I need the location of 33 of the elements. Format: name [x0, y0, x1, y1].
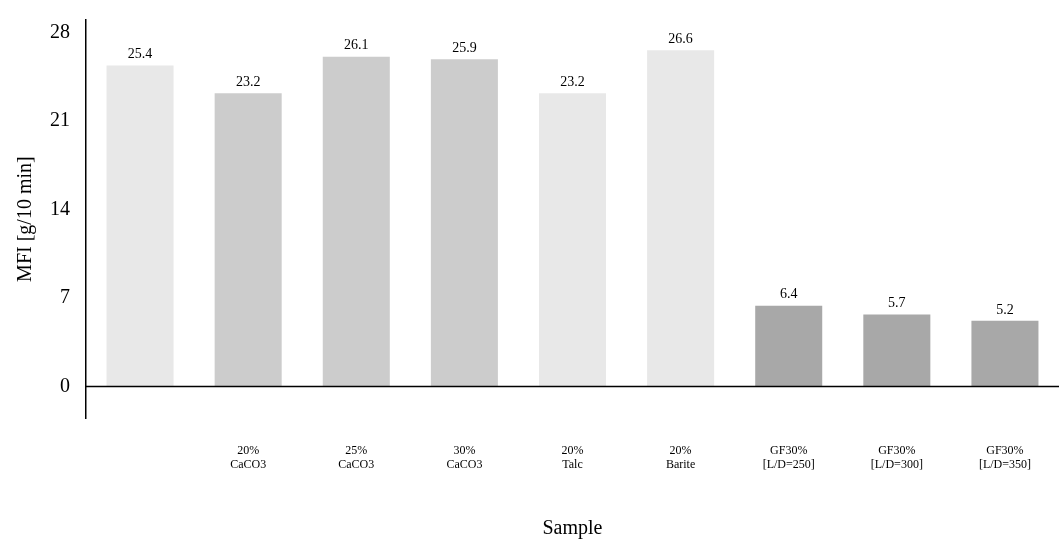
- data-label: 23.2: [560, 73, 585, 89]
- bar: [863, 314, 931, 387]
- bar: [755, 305, 823, 387]
- data-label: 26.6: [668, 31, 693, 47]
- bar: [106, 65, 174, 387]
- data-label: 23.2: [235, 73, 261, 89]
- y-tick-label: 28: [50, 19, 70, 42]
- x-tick-label: GF30% [L/D=350]: [978, 442, 1031, 471]
- bar: [647, 50, 715, 387]
- x-tick-label: 30% CaCO3: [446, 442, 483, 471]
- data-label: 25.9: [452, 39, 477, 55]
- bar: [538, 93, 607, 387]
- data-label: 5.7: [888, 295, 906, 311]
- y-tick-label: 0: [60, 373, 70, 396]
- x-tick-label: 25% CaCO3: [338, 442, 375, 471]
- x-axis-title: Sample: [542, 516, 603, 540]
- bar: [430, 59, 498, 387]
- y-axis-title: MFI [g/10 min]: [13, 156, 37, 282]
- bar: [214, 93, 282, 387]
- y-tick-label: 14: [50, 196, 70, 219]
- x-tick-label: GF30% [L/D=300]: [870, 442, 923, 471]
- data-label: 26.1: [344, 37, 369, 53]
- data-label: 5.2: [996, 301, 1014, 317]
- y-tick-label: 21: [50, 108, 70, 131]
- y-tick-label: 7: [60, 285, 70, 308]
- bar: [322, 56, 390, 387]
- x-tick-label: GF30% [L/D=250]: [762, 442, 815, 471]
- bar: [971, 320, 1039, 387]
- data-label: 6.4: [779, 286, 798, 302]
- x-tick-label: 20% CaCO3: [230, 442, 267, 471]
- data-label: 25.4: [127, 46, 153, 62]
- x-tick-label: 20% Barite: [665, 442, 696, 471]
- x-tick-label: 20% Talc: [561, 442, 584, 471]
